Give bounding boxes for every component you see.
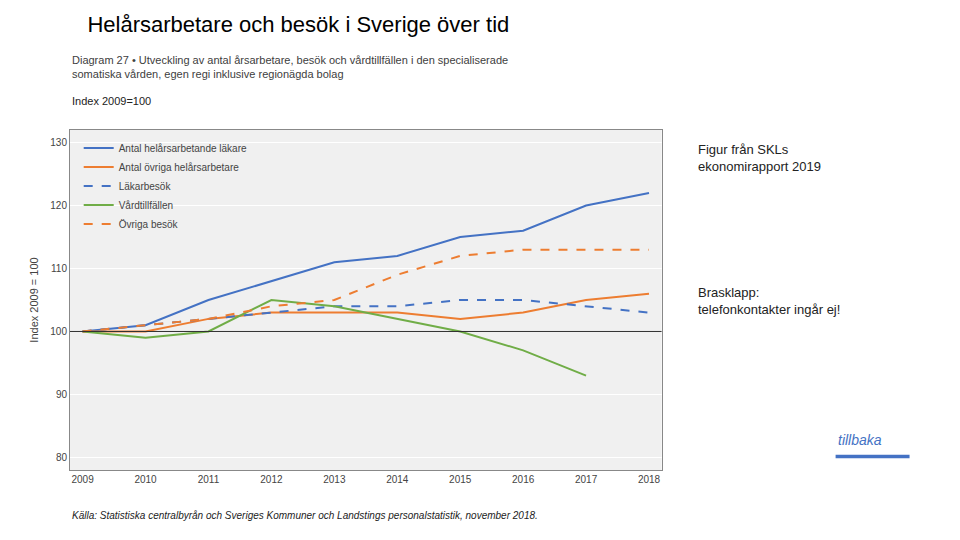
svg-text:Läkarbesök: Läkarbesök bbox=[119, 181, 172, 192]
svg-text:2009: 2009 bbox=[71, 474, 94, 485]
svg-text:100: 100 bbox=[50, 326, 67, 337]
svg-text:Brasklapp:telefonkontakter ing: Brasklapp:telefonkontakter ingår ej! bbox=[698, 285, 840, 317]
svg-text:Index 2009 = 100: Index 2009 = 100 bbox=[28, 257, 40, 342]
svg-text:2016: 2016 bbox=[512, 474, 535, 485]
svg-text:90: 90 bbox=[56, 389, 68, 400]
svg-text:110: 110 bbox=[51, 263, 67, 274]
svg-text:tillbaka: tillbaka bbox=[838, 432, 882, 448]
svg-text:Vårdtillfällen: Vårdtillfällen bbox=[119, 200, 173, 211]
svg-text:2010: 2010 bbox=[134, 474, 157, 485]
svg-text:Övriga besök: Övriga besök bbox=[119, 219, 179, 230]
svg-text:2014: 2014 bbox=[386, 474, 409, 485]
svg-text:120: 120 bbox=[50, 200, 67, 211]
svg-text:Antal övriga helårsarbetare: Antal övriga helårsarbetare bbox=[119, 162, 240, 173]
svg-text:80: 80 bbox=[56, 452, 68, 463]
svg-text:2013: 2013 bbox=[323, 474, 346, 485]
svg-text:2011: 2011 bbox=[198, 474, 220, 485]
svg-text:Antal helårsarbetande läkare: Antal helårsarbetande läkare bbox=[119, 143, 247, 154]
svg-text:Helårsarbetare och besök i Sve: Helårsarbetare och besök i Sverige över … bbox=[87, 12, 509, 37]
svg-text:2018: 2018 bbox=[638, 474, 661, 485]
svg-text:2017: 2017 bbox=[575, 474, 598, 485]
svg-text:2015: 2015 bbox=[449, 474, 472, 485]
svg-text:130: 130 bbox=[50, 137, 67, 148]
svg-text:Diagram 27 • Utveckling av ant: Diagram 27 • Utveckling av antal årsarbe… bbox=[72, 54, 508, 80]
svg-text:Index 2009=100: Index 2009=100 bbox=[72, 95, 151, 107]
svg-text:2012: 2012 bbox=[260, 474, 283, 485]
svg-text:Källa: Statistiska centralbyrå: Källa: Statistiska centralbyrån och Sver… bbox=[72, 510, 538, 521]
svg-text:Figur från SKLsekonomirapport: Figur från SKLsekonomirapport 2019 bbox=[698, 142, 821, 174]
